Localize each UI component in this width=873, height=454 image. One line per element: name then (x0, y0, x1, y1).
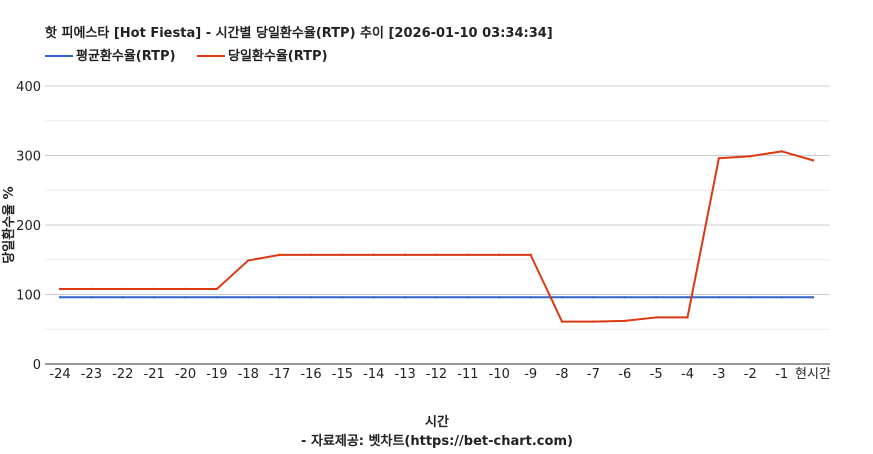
x-tick-label: -10 (489, 367, 510, 382)
y-tick-label: 200 (16, 219, 41, 234)
x-tick-label: -4 (681, 367, 694, 382)
x-axis-title: 시간 (425, 414, 449, 430)
x-tick-label: -15 (332, 367, 353, 382)
data-point[interactable] (717, 296, 721, 299)
x-tick-label: -11 (457, 367, 478, 382)
gridlines (45, 85, 830, 330)
x-tick-label: -16 (300, 367, 321, 382)
data-point[interactable] (58, 287, 62, 291)
y-tick-label: 0 (33, 358, 41, 373)
data-point[interactable] (403, 253, 407, 257)
data-point[interactable] (623, 319, 626, 323)
data-point[interactable] (811, 296, 815, 299)
x-tick-label: -20 (175, 367, 196, 382)
data-point[interactable] (278, 296, 281, 299)
x-tick-label: -8 (556, 367, 569, 382)
data-point[interactable] (341, 296, 344, 299)
data-point[interactable] (341, 253, 344, 257)
x-tick-label: -21 (144, 367, 165, 382)
data-point[interactable] (184, 287, 187, 291)
data-point[interactable] (309, 253, 313, 257)
data-point[interactable] (654, 296, 658, 299)
data-point[interactable] (466, 253, 470, 257)
x-tick-label: -14 (363, 367, 384, 382)
y-tick-label: 300 (16, 150, 41, 165)
data-point[interactable] (184, 296, 187, 299)
x-tick-label: -5 (650, 367, 663, 382)
data-point[interactable] (811, 159, 815, 162)
data-point[interactable] (780, 150, 783, 153)
y-tick-label: 100 (16, 289, 41, 304)
data-point[interactable] (121, 296, 124, 299)
data-point[interactable] (247, 259, 250, 262)
chart-title: 핫 피에스타 [Hot Fiesta] - 시간별 당일환수율(RTP) 추이 … (45, 25, 553, 41)
data-point[interactable] (529, 296, 532, 299)
data-point[interactable] (372, 296, 375, 299)
data-point[interactable] (623, 296, 626, 299)
data-point[interactable] (403, 296, 407, 299)
data-point[interactable] (592, 320, 595, 323)
y-axis-ticks: 0 100 200 300 400 (16, 80, 41, 373)
x-tick-label: -22 (112, 367, 133, 382)
data-point[interactable] (247, 296, 250, 299)
legend-label: 당일환수율(RTP) (228, 48, 328, 64)
data-point[interactable] (90, 287, 93, 291)
data-point[interactable] (372, 253, 375, 257)
x-tick-label: -9 (524, 367, 537, 382)
x-tick-label: -2 (744, 367, 757, 382)
x-tick-label: -18 (238, 367, 259, 382)
data-point[interactable] (435, 296, 438, 299)
data-point[interactable] (654, 316, 658, 319)
x-tick-label: -7 (587, 367, 600, 382)
x-tick-label: -13 (395, 367, 416, 382)
data-point[interactable] (278, 253, 281, 257)
x-tick-label: -23 (81, 367, 102, 382)
data-point[interactable] (529, 253, 532, 257)
data-point[interactable] (215, 296, 219, 299)
x-tick-label: -19 (206, 367, 227, 382)
x-tick-label: -1 (775, 367, 788, 382)
x-tick-label: -12 (426, 367, 447, 382)
data-point[interactable] (592, 296, 595, 299)
x-tick-label: -6 (618, 367, 631, 382)
data-point[interactable] (152, 296, 156, 299)
data-point[interactable] (749, 296, 752, 299)
data-point[interactable] (717, 157, 721, 160)
data-source-credit: - 자료제공: 벳차트(https://bet-chart.com) (301, 433, 573, 449)
data-point[interactable] (309, 296, 313, 299)
x-tick-label: -17 (269, 367, 290, 382)
data-point[interactable] (466, 296, 470, 299)
legend-item[interactable]: 당일환수율(RTP) (197, 48, 328, 64)
x-axis-ticks: -24 -23 -22 -21 -20 -19 -18 -17 -16 -15 -14 -13 -12-… (49, 367, 831, 382)
data-point[interactable] (435, 253, 438, 257)
data-point[interactable] (215, 287, 219, 291)
y-axis-title: 당일환수율 % (1, 186, 17, 263)
x-tick-label: 현시간 (795, 367, 831, 382)
x-tick-label: -24 (49, 367, 70, 382)
data-point[interactable] (58, 296, 62, 299)
legend-item[interactable]: 평균환수율(RTP) (45, 48, 176, 64)
data-point[interactable] (498, 296, 501, 299)
data-point[interactable] (90, 296, 93, 299)
y-tick-label: 400 (16, 80, 41, 95)
data-point[interactable] (686, 316, 689, 319)
data-point[interactable] (686, 296, 689, 299)
data-point[interactable] (560, 320, 564, 323)
x-tick-label: -3 (712, 367, 725, 382)
series-line-1[interactable] (60, 150, 814, 323)
data-point[interactable] (498, 253, 501, 257)
data-point[interactable] (152, 287, 156, 291)
data-point[interactable] (780, 296, 783, 299)
series-lines (58, 150, 815, 323)
data-point[interactable] (121, 287, 124, 291)
data-point[interactable] (560, 296, 564, 299)
data-point[interactable] (749, 154, 752, 158)
legend-label: 평균환수율(RTP) (76, 48, 176, 64)
legend: 평균환수율(RTP) 당일환수율(RTP) (45, 48, 328, 64)
